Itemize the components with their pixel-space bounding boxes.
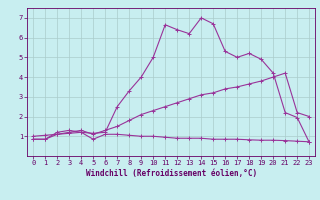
X-axis label: Windchill (Refroidissement éolien,°C): Windchill (Refroidissement éolien,°C) xyxy=(86,169,257,178)
